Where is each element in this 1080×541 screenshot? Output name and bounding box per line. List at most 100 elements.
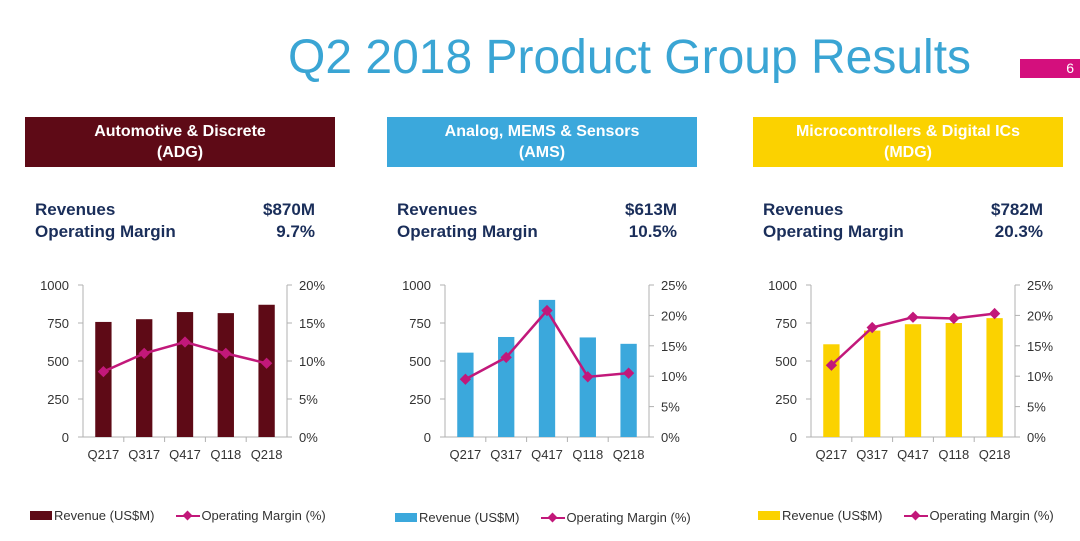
margin-label: Operating Margin <box>35 222 176 241</box>
bar-q417 <box>538 299 556 437</box>
legend-line-label: Operating Margin (%) <box>566 510 691 525</box>
legend-bar-swatch <box>30 511 52 520</box>
legend-line-marker-icon <box>541 512 566 524</box>
margin-value: 10.5% <box>628 222 677 241</box>
right-axis-tick-label: 10% <box>661 369 687 384</box>
legend-bar-label: Revenue (US$M) <box>54 508 155 523</box>
panel-header-title: Analog, MEMS & Sensors <box>444 123 640 140</box>
panel-header-abbrev: (ADG) <box>156 144 204 161</box>
bar-q218 <box>986 318 1003 437</box>
right-axis-tick-label: 5% <box>1027 400 1046 415</box>
legend-bar-swatch <box>758 511 780 520</box>
panel-adg: Automotive & Discrete (ADG) Revenues $870… <box>25 0 365 541</box>
left-axis-tick-label: 250 <box>409 392 431 407</box>
x-axis-tick-label: Q118 <box>572 447 603 462</box>
bar-q217 <box>457 352 474 437</box>
margin-label: Operating Margin <box>397 222 538 241</box>
margin-value: 9.7% <box>276 222 315 241</box>
left-axis-tick-label: 750 <box>47 316 69 331</box>
legend-bar-label: Revenue (US$M) <box>782 508 883 523</box>
left-axis-tick-label: 0 <box>790 430 797 445</box>
legend-line-marker-icon <box>904 510 929 522</box>
page-number-badge: 6 <box>1020 59 1080 78</box>
legend-line-marker-icon <box>176 510 201 522</box>
right-axis-tick-label: 25% <box>661 278 687 293</box>
x-axis-tick-label: Q217 <box>87 447 119 462</box>
chart-ams: 0 250 500 750 1000 0% 5% 10% 15% 20% 25% Q217 Q317 Q4… <box>402 278 687 462</box>
legend-line-label: Operating Margin (%) <box>201 508 326 523</box>
left-axis-tick-label: 1000 <box>768 278 797 293</box>
margin-label: Operating Margin <box>763 222 904 241</box>
bar-q118 <box>945 323 962 437</box>
legend: Revenue (US$M) Operating Margin (%) <box>395 510 691 525</box>
left-axis-tick-label: 750 <box>409 316 431 331</box>
left-axis-tick-label: 250 <box>775 392 797 407</box>
right-axis-tick-label: 20% <box>1027 308 1053 323</box>
right-axis-tick-label: 0% <box>299 430 318 445</box>
panel-mdg: Microcontrollers & Digital ICs (MDG) Rev… <box>753 0 1080 541</box>
margin-point-q118 <box>948 312 960 325</box>
left-axis-tick-label: 1000 <box>402 278 431 293</box>
left-axis-tick-label: 500 <box>47 354 69 369</box>
legend-bar-swatch <box>395 513 417 522</box>
right-axis-tick-label: 10% <box>299 354 325 369</box>
legend-line-label: Operating Margin (%) <box>929 508 1054 523</box>
chart-mdg: 0 250 500 750 1000 0% 5% 10% 15% 20% 25% Q217 Q317 Q4… <box>768 278 1053 462</box>
margin-point-q317 <box>500 351 512 364</box>
bar-q417 <box>904 324 922 437</box>
x-axis-tick-label: Q317 <box>490 447 522 462</box>
legend-bar-label: Revenue (US$M) <box>419 510 520 525</box>
panel-header-abbrev: (AMS) <box>518 144 566 161</box>
margin-point-q417 <box>907 311 919 323</box>
right-axis-tick-label: 25% <box>1027 278 1053 293</box>
x-axis-tick-label: Q218 <box>251 447 283 462</box>
x-axis-tick-label: Q317 <box>128 447 160 462</box>
panel-ams: Analog, MEMS & Sensors (AMS) Revenues $61… <box>387 0 727 541</box>
left-axis-tick-label: 500 <box>409 354 431 369</box>
panel-header-title: Microcontrollers & Digital ICs <box>795 123 1021 140</box>
right-axis-tick-label: 5% <box>299 392 318 407</box>
left-axis-tick-label: 250 <box>47 392 69 407</box>
bar-q417 <box>176 312 194 437</box>
right-axis-tick-label: 20% <box>661 308 687 323</box>
margin-point-q218 <box>622 367 635 379</box>
x-axis-tick-label: Q218 <box>979 447 1011 462</box>
chart-adg: 0 250 500 750 1000 0% 5% 10% 15% 20% Q217 Q317 Q417 Q… <box>40 278 325 462</box>
right-axis-tick-label: 0% <box>661 430 680 445</box>
panel-header: Analog, MEMS & Sensors (AMS) <box>387 117 697 167</box>
x-axis-tick-label: Q217 <box>815 447 847 462</box>
right-axis-tick-label: 0% <box>1027 430 1046 445</box>
legend: Revenue (US$M) Operating Margin (%) <box>758 508 1054 523</box>
x-axis-tick-label: Q218 <box>613 447 645 462</box>
kpi-block: Revenues $782M Operating Margin 20.3% <box>763 199 1043 243</box>
panel-header-abbrev: (MDG) <box>884 144 932 161</box>
revenue-value: $613M <box>625 200 677 219</box>
x-axis-tick-label: Q317 <box>856 447 888 462</box>
panel-header: Automotive & Discrete (ADG) <box>25 117 335 167</box>
left-axis-tick-label: 750 <box>775 316 797 331</box>
right-axis-tick-label: 15% <box>299 316 325 331</box>
revenue-label: Revenues <box>763 200 844 219</box>
x-axis-tick-label: Q417 <box>531 447 563 462</box>
x-axis-tick-label: Q118 <box>938 447 969 462</box>
panel-header: Microcontrollers & Digital ICs (MDG) <box>753 117 1063 167</box>
right-axis-tick-label: 15% <box>661 339 687 354</box>
bar-q118 <box>579 337 596 437</box>
margin-point-q217 <box>97 365 110 378</box>
x-axis-tick-label: Q417 <box>169 447 201 462</box>
x-axis-tick-label: Q118 <box>210 447 241 462</box>
revenue-value: $782M <box>991 200 1043 219</box>
legend: Revenue (US$M) Operating Margin (%) <box>30 508 326 523</box>
kpi-block: Revenues $870M Operating Margin 9.7% <box>35 199 315 243</box>
bar-q218 <box>620 343 637 437</box>
x-axis-tick-label: Q417 <box>897 447 929 462</box>
revenue-label: Revenues <box>397 200 478 219</box>
left-axis-tick-label: 500 <box>775 354 797 369</box>
bar-q317 <box>136 319 153 437</box>
right-axis-tick-label: 20% <box>299 278 325 293</box>
bar-q218 <box>258 304 275 437</box>
margin-point-q218 <box>988 307 1001 320</box>
bar-q317 <box>864 330 881 437</box>
kpi-block: Revenues $613M Operating Margin 10.5% <box>397 199 677 243</box>
right-axis-tick-label: 15% <box>1027 339 1053 354</box>
